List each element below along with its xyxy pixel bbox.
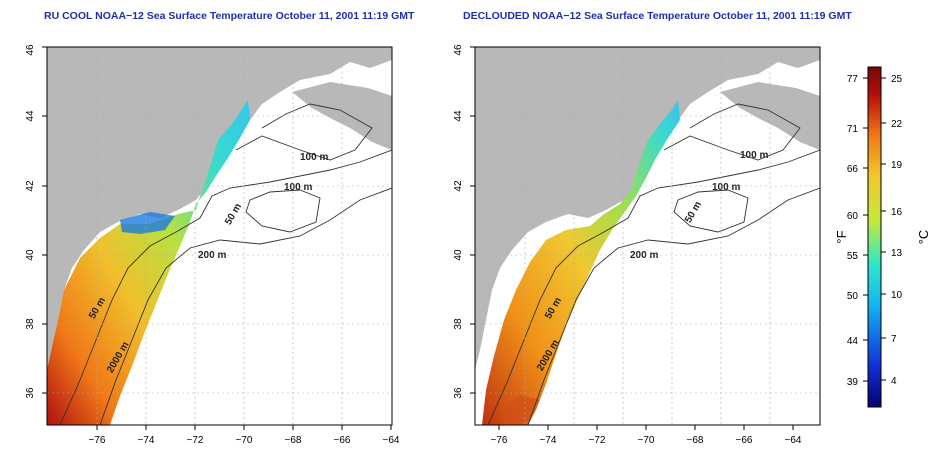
- right-map-title: DECLOUDED NOAA−12 Sea Surface Temperatur…: [463, 10, 852, 22]
- celsius-tick: 19: [891, 160, 903, 171]
- lon-tick-label: −72: [589, 435, 606, 446]
- fahrenheit-tick: 60: [847, 211, 859, 222]
- bathymetry-contours: [487, 103, 820, 425]
- left-map: 100 m 100 m 50 m 200 m 50 m 2000 m −76 −…: [25, 44, 400, 446]
- fahrenheit-tick: 50: [847, 291, 859, 302]
- lon-tick-label: −74: [540, 435, 557, 446]
- lat-tick-label: 42: [453, 180, 464, 192]
- celsius-tick: 13: [891, 248, 903, 259]
- fahrenheit-tick: 71: [847, 124, 859, 135]
- celsius-tick: 25: [891, 74, 903, 85]
- colorbar-gradient: [867, 66, 882, 408]
- celsius-tick: 16: [891, 207, 903, 218]
- lon-tick-label: −64: [383, 435, 400, 446]
- right-map: 100 m 100 m 50 m 200 m 50 m 2000 m −76 −…: [453, 44, 821, 446]
- lat-tick-label: 36: [453, 387, 464, 399]
- lon-tick-label: −68: [285, 435, 302, 446]
- lat-tick-label: 42: [25, 180, 36, 192]
- left-map-title: RU COOL NOAA−12 Sea Surface Temperature …: [44, 10, 415, 22]
- lat-tick-label: 38: [25, 318, 36, 330]
- land-mass: [475, 47, 820, 370]
- lat-tick-label: 40: [25, 249, 36, 261]
- lat-tick-label: 40: [453, 249, 464, 261]
- lat-tick-label: 36: [25, 387, 36, 399]
- lon-tick-label: −66: [736, 435, 753, 446]
- lon-tick-label: −70: [236, 435, 253, 446]
- lon-tick-label: −64: [785, 435, 802, 446]
- celsius-tick: 10: [891, 290, 903, 301]
- lon-tick-label: −76: [491, 435, 508, 446]
- colorbar: 77 71 66 60 55 50 44 39 25 22 19 16 13 1…: [834, 66, 931, 408]
- contour-label: 100 m: [300, 152, 328, 163]
- lat-tick-label: 46: [453, 44, 464, 56]
- fahrenheit-tick: 55: [847, 251, 859, 262]
- fahrenheit-tick: 77: [847, 74, 859, 85]
- sst-swath: [47, 100, 250, 425]
- land-mass: [47, 47, 392, 370]
- contour-label: 200 m: [198, 250, 226, 261]
- celsius-unit-label: °C: [916, 230, 931, 245]
- contour-label: 100 m: [712, 182, 740, 193]
- sst-swath: [482, 100, 680, 425]
- bathymetry-contours: [59, 103, 392, 425]
- fahrenheit-tick: 66: [847, 164, 859, 175]
- lat-tick-label: 44: [453, 110, 464, 122]
- celsius-tick: 7: [891, 334, 897, 345]
- lon-tick-label: −68: [687, 435, 704, 446]
- lon-tick-label: −70: [638, 435, 655, 446]
- lon-tick-label: −74: [138, 435, 155, 446]
- celsius-tick: 4: [891, 376, 897, 387]
- fahrenheit-tick: 39: [847, 377, 859, 388]
- lat-tick-label: 46: [25, 44, 36, 56]
- lon-tick-label: −72: [187, 435, 204, 446]
- contour-label: 200 m: [630, 250, 658, 261]
- lon-tick-label: −76: [89, 435, 106, 446]
- fahrenheit-tick: 44: [847, 336, 859, 347]
- contour-label: 100 m: [740, 150, 768, 161]
- fahrenheit-unit-label: °F: [834, 230, 849, 243]
- lon-tick-label: −66: [334, 435, 351, 446]
- celsius-tick: 22: [891, 119, 903, 130]
- lat-tick-label: 38: [453, 318, 464, 330]
- lat-tick-label: 44: [25, 110, 36, 122]
- contour-label: 100 m: [284, 182, 312, 193]
